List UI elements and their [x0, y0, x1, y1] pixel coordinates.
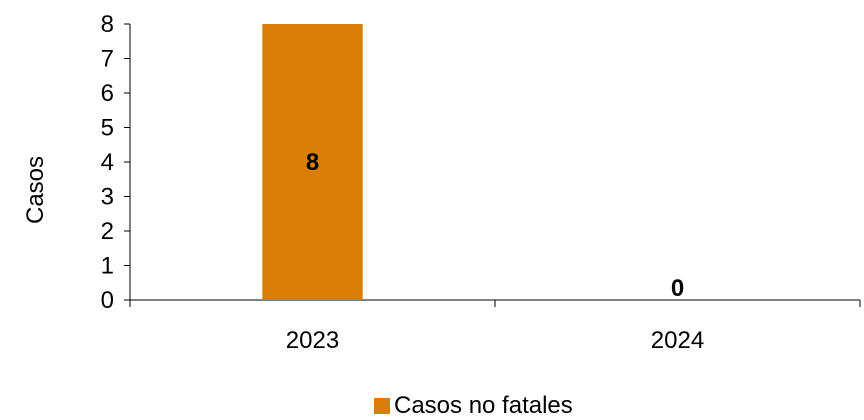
x-axis: 2023 2024 — [129, 299, 861, 354]
y-tick-label: 4 — [101, 149, 114, 176]
y-tick-label: 2 — [101, 218, 114, 245]
data-label: 8 — [306, 149, 319, 176]
data-labels: 80 — [306, 149, 684, 302]
bars — [262, 24, 363, 300]
legend-swatch — [374, 398, 390, 414]
y-axis-title: Casos — [22, 156, 49, 224]
y-tick-label: 1 — [101, 253, 114, 280]
y-tick-label: 0 — [101, 287, 114, 314]
data-label: 0 — [671, 275, 684, 302]
y-tick-label: 5 — [101, 115, 114, 142]
y-tick-label: 6 — [101, 80, 114, 107]
y-tick-label: 7 — [101, 46, 114, 73]
y-tick-label: 8 — [101, 11, 114, 38]
y-axis: 0 1 2 3 4 5 6 7 8 — [101, 11, 131, 314]
x-tick-label: 2024 — [651, 327, 704, 354]
y-tick-label: 3 — [101, 184, 114, 211]
x-tick-label: 2023 — [286, 327, 339, 354]
legend: Casos no fatales — [374, 392, 573, 420]
legend-label: Casos no fatales — [394, 392, 573, 419]
bar — [262, 24, 363, 300]
